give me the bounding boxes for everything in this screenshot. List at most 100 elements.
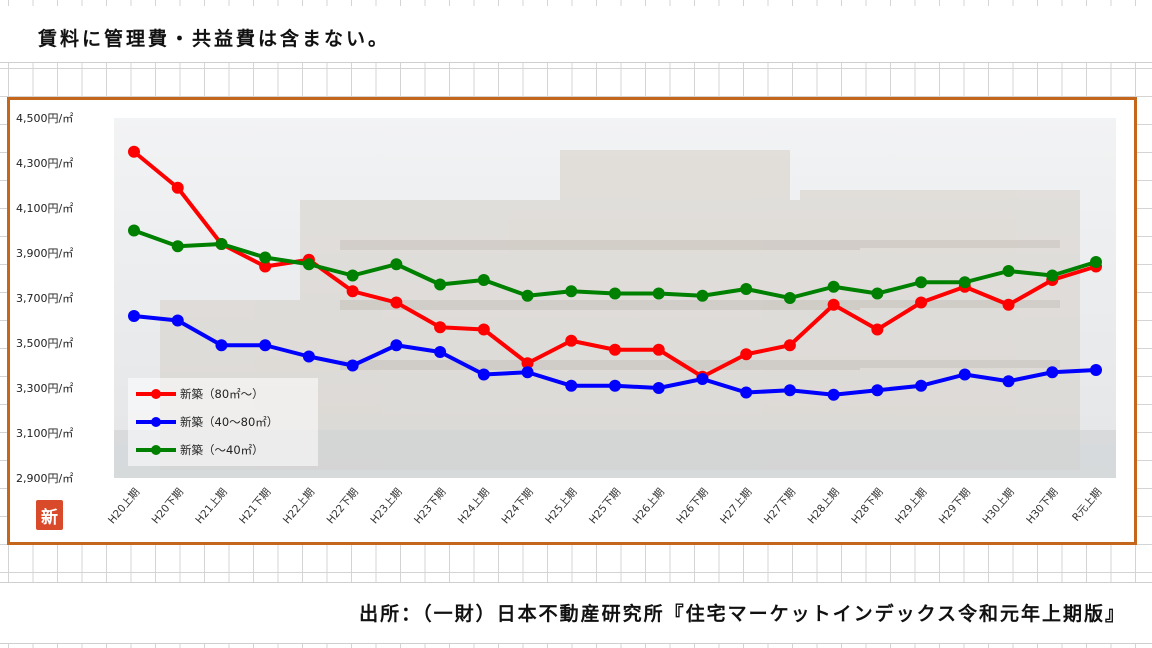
x-tick-label: H22上期 bbox=[281, 486, 317, 526]
data-point bbox=[1046, 366, 1059, 379]
data-point bbox=[128, 145, 140, 158]
x-tick-label: H23下期 bbox=[412, 486, 448, 526]
y-tick-label: 4,100円/㎡ bbox=[16, 202, 73, 215]
x-tick-label: H28上期 bbox=[806, 486, 842, 526]
data-point bbox=[696, 373, 709, 385]
legend-swatch-marker bbox=[151, 417, 161, 427]
rent-note: 賃料に管理費・共益費は含まない。 bbox=[38, 28, 391, 50]
data-point bbox=[958, 368, 971, 381]
data-point bbox=[477, 368, 490, 381]
y-tick-label: 3,900円/㎡ bbox=[16, 247, 73, 260]
legend-swatch-marker bbox=[151, 389, 161, 399]
data-point bbox=[1090, 256, 1102, 268]
data-point bbox=[652, 382, 665, 394]
y-tick-label: 2,900円/㎡ bbox=[16, 472, 73, 485]
data-point bbox=[958, 276, 971, 289]
y-tick-label: 3,700円/㎡ bbox=[16, 292, 73, 305]
data-point bbox=[652, 287, 665, 300]
data-point bbox=[1002, 375, 1015, 388]
data-point bbox=[477, 274, 490, 286]
data-point bbox=[565, 379, 578, 392]
source-citation: 出所：（一財）日本不動産研究所『住宅マーケットインデックス令和元年上期版』 bbox=[359, 603, 1126, 625]
data-point bbox=[521, 289, 534, 302]
data-point bbox=[827, 280, 840, 293]
series-layer bbox=[128, 145, 1102, 401]
data-point bbox=[259, 251, 272, 264]
legend-label: 新築（40～80㎡） bbox=[180, 415, 278, 429]
data-point bbox=[346, 285, 359, 298]
data-point bbox=[915, 296, 928, 309]
data-point bbox=[565, 334, 578, 347]
legend: 新築（80㎡～） 新築（40～80㎡） 新築（～40㎡） bbox=[128, 378, 318, 466]
x-tick-label: H30上期 bbox=[980, 486, 1016, 526]
data-point bbox=[521, 366, 534, 379]
series-1 bbox=[128, 310, 1102, 401]
data-point bbox=[783, 384, 796, 397]
x-tick-label: H20下期 bbox=[150, 486, 186, 526]
data-point bbox=[609, 343, 621, 356]
data-point bbox=[609, 287, 621, 300]
x-tick-label: H21上期 bbox=[193, 486, 229, 526]
data-point bbox=[871, 287, 884, 300]
data-point bbox=[1090, 364, 1102, 376]
x-tick-label: H29上期 bbox=[893, 486, 929, 526]
data-point bbox=[259, 260, 272, 273]
data-point bbox=[434, 321, 447, 334]
x-tick-label: H25上期 bbox=[543, 486, 579, 526]
data-point bbox=[827, 388, 840, 401]
data-point bbox=[740, 283, 753, 295]
y-tick-label: 3,500円/㎡ bbox=[16, 337, 73, 350]
x-tick-label: H20上期 bbox=[106, 486, 142, 526]
x-tick-label: H22下期 bbox=[325, 486, 361, 526]
data-point bbox=[915, 276, 928, 289]
data-point bbox=[565, 285, 578, 298]
data-point bbox=[302, 258, 315, 271]
data-point bbox=[915, 379, 928, 392]
x-axis: H20上期 H20下期 H21上期 H21下期 H22上期 H22下期 H23上期 H23下期… bbox=[106, 486, 1104, 526]
x-tick-label: H26上期 bbox=[631, 486, 667, 526]
data-point bbox=[390, 296, 403, 309]
x-tick-label: H25下期 bbox=[587, 486, 623, 526]
data-point bbox=[740, 386, 753, 399]
x-tick-label: H29下期 bbox=[937, 486, 973, 526]
note-row: 賃料に管理費・共益費は含まない。 bbox=[0, 6, 1152, 63]
data-point bbox=[871, 384, 884, 397]
data-point bbox=[652, 343, 665, 356]
legend-label: 新築（80㎡～） bbox=[180, 387, 264, 401]
data-point bbox=[346, 269, 359, 282]
data-point bbox=[696, 289, 709, 302]
data-point bbox=[1046, 269, 1059, 282]
legend-label: 新築（～40㎡） bbox=[180, 443, 264, 457]
x-tick-label: H26下期 bbox=[674, 486, 710, 526]
data-point bbox=[346, 359, 359, 372]
y-tick-label: 4,500円/㎡ bbox=[16, 112, 73, 125]
x-tick-label: H23上期 bbox=[368, 486, 404, 526]
data-point bbox=[171, 240, 184, 253]
data-point bbox=[128, 310, 140, 322]
data-point bbox=[390, 339, 403, 352]
x-tick-label: H28下期 bbox=[849, 486, 885, 526]
new-badge-icon: 新 bbox=[36, 500, 63, 530]
data-point bbox=[740, 348, 753, 361]
data-point bbox=[827, 298, 840, 311]
x-tick-label: H24下期 bbox=[499, 486, 535, 526]
data-point bbox=[215, 339, 228, 352]
legend-swatch-marker bbox=[151, 445, 161, 455]
data-point bbox=[128, 224, 140, 237]
y-axis: 2,900円/㎡ 3,100円/㎡ 3,300円/㎡ 3,500円/㎡ 3,700円/㎡… bbox=[16, 112, 73, 485]
data-point bbox=[390, 258, 403, 271]
y-tick-label: 3,100円/㎡ bbox=[16, 427, 73, 440]
data-point bbox=[521, 357, 534, 370]
data-point bbox=[171, 314, 184, 327]
x-tick-label: H27下期 bbox=[762, 486, 798, 526]
data-point bbox=[434, 278, 447, 291]
data-point bbox=[477, 323, 490, 336]
data-point bbox=[434, 346, 447, 358]
data-point bbox=[1002, 298, 1015, 311]
x-tick-label: H21下期 bbox=[237, 486, 273, 526]
data-point bbox=[259, 339, 272, 352]
x-tick-label: H27上期 bbox=[718, 486, 754, 526]
data-point bbox=[1002, 265, 1015, 277]
data-point bbox=[609, 379, 621, 392]
